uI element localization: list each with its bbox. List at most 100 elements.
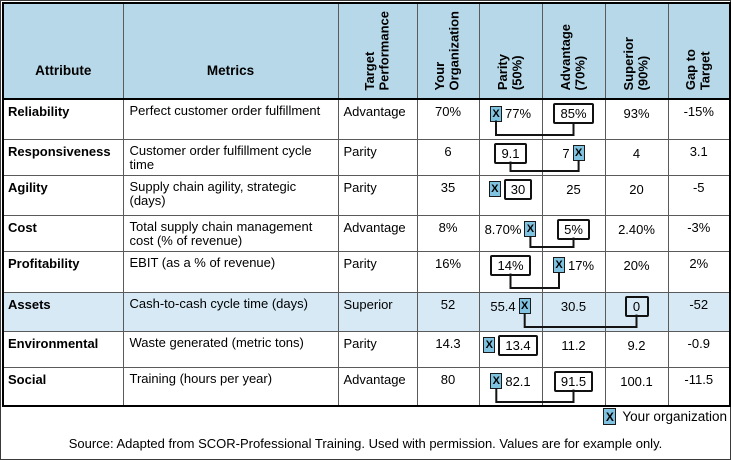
your-organization-cell: 52 bbox=[416, 291, 480, 332]
superior-value: 20 bbox=[629, 181, 644, 197]
parity-cell-content: X 77% bbox=[480, 102, 542, 125]
advantage-cell-content: 91.5 bbox=[543, 370, 605, 393]
superior-cell-content: 9.2 bbox=[606, 334, 668, 357]
your-org-marker-icon: X bbox=[572, 145, 585, 161]
target-level-box: 30 bbox=[503, 178, 533, 200]
attribute-cell: Cost bbox=[2, 214, 124, 252]
parity-value: 55.4 bbox=[490, 298, 516, 314]
table-row: Reliability Perfect customer order fulfil… bbox=[2, 98, 731, 140]
parity-cell-content: 14% bbox=[480, 254, 542, 277]
col-header-superior: Superior (90%) bbox=[604, 2, 669, 100]
your-org-marker-icon: X bbox=[488, 181, 501, 197]
target-performance-cell: Advantage bbox=[337, 214, 418, 252]
superior-value: 2.40% bbox=[618, 221, 655, 237]
legend-label: Your organization bbox=[622, 408, 727, 424]
attribute-cell: Reliability bbox=[2, 98, 124, 140]
metric-cell: Perfect customer order fulfillment bbox=[122, 98, 339, 140]
superior-cell-content: 4 bbox=[606, 142, 668, 165]
superior-cell: 9.2 bbox=[604, 330, 669, 368]
superior-value: 100.1 bbox=[620, 373, 653, 389]
gap-to-target-cell: -11.5 bbox=[667, 366, 731, 407]
superior-cell-content: 0 bbox=[606, 295, 668, 318]
your-organization-cell: 14.3 bbox=[416, 330, 480, 368]
attribute-cell: Responsiveness bbox=[2, 138, 124, 176]
your-org-marker-icon: X bbox=[603, 407, 617, 425]
col-header-target-performance: Target Performance bbox=[337, 2, 418, 100]
target-performance-cell: Parity bbox=[337, 138, 418, 176]
your-org-marker-icon: X bbox=[490, 373, 503, 389]
your-org-marker-icon: X bbox=[552, 257, 565, 273]
gap-to-target-cell: -52 bbox=[667, 291, 731, 332]
advantage-cell: 85% bbox=[541, 98, 606, 140]
your-organization-cell: 35 bbox=[416, 174, 480, 216]
your-organization-cell: 8% bbox=[416, 214, 480, 252]
gap-to-target-cell: -5 bbox=[667, 174, 731, 216]
target-level-box: 0 bbox=[624, 295, 649, 317]
superior-cell: 4 bbox=[604, 138, 669, 176]
advantage-cell: 11.2 bbox=[541, 330, 606, 368]
target-level-box: 14% bbox=[490, 254, 531, 276]
attribute-cell: Profitability bbox=[2, 250, 124, 293]
superior-value: 4 bbox=[632, 145, 641, 161]
advantage-value: 17% bbox=[567, 257, 595, 273]
parity-cell-content: 9.1 bbox=[480, 142, 542, 165]
parity-cell-content: X 13.4 bbox=[480, 334, 542, 357]
parity-cell: X 82.1 bbox=[478, 366, 543, 407]
metric-cell: Cash-to-cash cycle time (days) bbox=[122, 291, 339, 332]
col-header-attribute-label: Attribute bbox=[35, 63, 92, 78]
parity-cell-content: X 82.1 bbox=[480, 370, 542, 393]
attribute-cell: Assets bbox=[2, 291, 124, 332]
parity-value: 82.1 bbox=[505, 373, 531, 389]
table-row: Responsiveness Customer order fulfillment… bbox=[2, 138, 731, 176]
superior-cell: 0 bbox=[604, 291, 669, 332]
advantage-cell-content: 11.2 bbox=[543, 334, 605, 357]
table-header: Attribute Metrics Target Performance You… bbox=[2, 2, 731, 100]
advantage-cell-content: 5% bbox=[543, 218, 605, 241]
your-org-marker-icon: X bbox=[489, 105, 502, 122]
col-header-parity-label: Parity (50%) bbox=[494, 53, 525, 90]
advantage-cell: 91.5 bbox=[541, 366, 606, 407]
your-organization-cell: 16% bbox=[416, 250, 480, 293]
superior-cell: 20 bbox=[604, 174, 669, 216]
gap-to-target-cell: 2% bbox=[667, 250, 731, 293]
advantage-value: 30.5 bbox=[560, 298, 587, 314]
metric-cell: EBIT (as a % of revenue) bbox=[122, 250, 339, 293]
metric-cell: Customer order fulfillment cycle time bbox=[122, 138, 339, 176]
legend: X Your organization bbox=[603, 407, 727, 425]
parity-cell-content: 55.4 X bbox=[480, 295, 542, 318]
advantage-cell-content: 30.5 bbox=[543, 295, 605, 318]
table-row: Cost Total supply chain management cost (… bbox=[2, 214, 731, 252]
col-header-parity: Parity (50%) bbox=[478, 2, 543, 100]
gap-to-target-cell: -15% bbox=[667, 98, 731, 140]
col-header-gap-to-target: Gap to Target bbox=[667, 2, 731, 100]
col-header-superior-label: Superior (90%) bbox=[620, 36, 651, 90]
advantage-value: 11.2 bbox=[561, 337, 586, 353]
superior-cell-content: 100.1 bbox=[606, 370, 668, 393]
parity-cell: 55.4 X bbox=[478, 291, 543, 332]
target-level-box: 5% bbox=[557, 218, 590, 240]
your-org-marker-icon: X bbox=[483, 337, 496, 353]
table-row: Profitability EBIT (as a % of revenue) Par… bbox=[2, 250, 731, 293]
advantage-cell: 30.5 bbox=[541, 291, 606, 332]
attribute-cell: Environmental bbox=[2, 330, 124, 368]
superior-cell-content: 20 bbox=[606, 178, 668, 201]
col-header-attribute: Attribute bbox=[2, 2, 124, 100]
superior-cell-content: 20% bbox=[606, 254, 668, 277]
target-level-box: 91.5 bbox=[553, 370, 594, 392]
col-header-your-organization: Your Organization bbox=[416, 2, 480, 100]
parity-cell: 9.1 bbox=[478, 138, 543, 176]
superior-cell-content: 93% bbox=[606, 102, 668, 125]
target-performance-cell: Parity bbox=[337, 174, 418, 216]
target-level-box: 9.1 bbox=[494, 142, 527, 164]
superior-value: 93% bbox=[623, 106, 650, 121]
advantage-cell: 25 bbox=[541, 174, 606, 216]
metric-cell: Training (hours per year) bbox=[122, 366, 339, 407]
superior-value: 20% bbox=[623, 257, 650, 273]
metric-cell: Total supply chain management cost (% of… bbox=[122, 214, 339, 252]
target-level-box: 85% bbox=[553, 103, 594, 124]
parity-cell: 14% bbox=[478, 250, 543, 293]
attribute-cell: Social bbox=[2, 366, 124, 407]
gap-to-target-cell: 3.1 bbox=[667, 138, 731, 176]
target-performance-cell: Parity bbox=[337, 250, 418, 293]
